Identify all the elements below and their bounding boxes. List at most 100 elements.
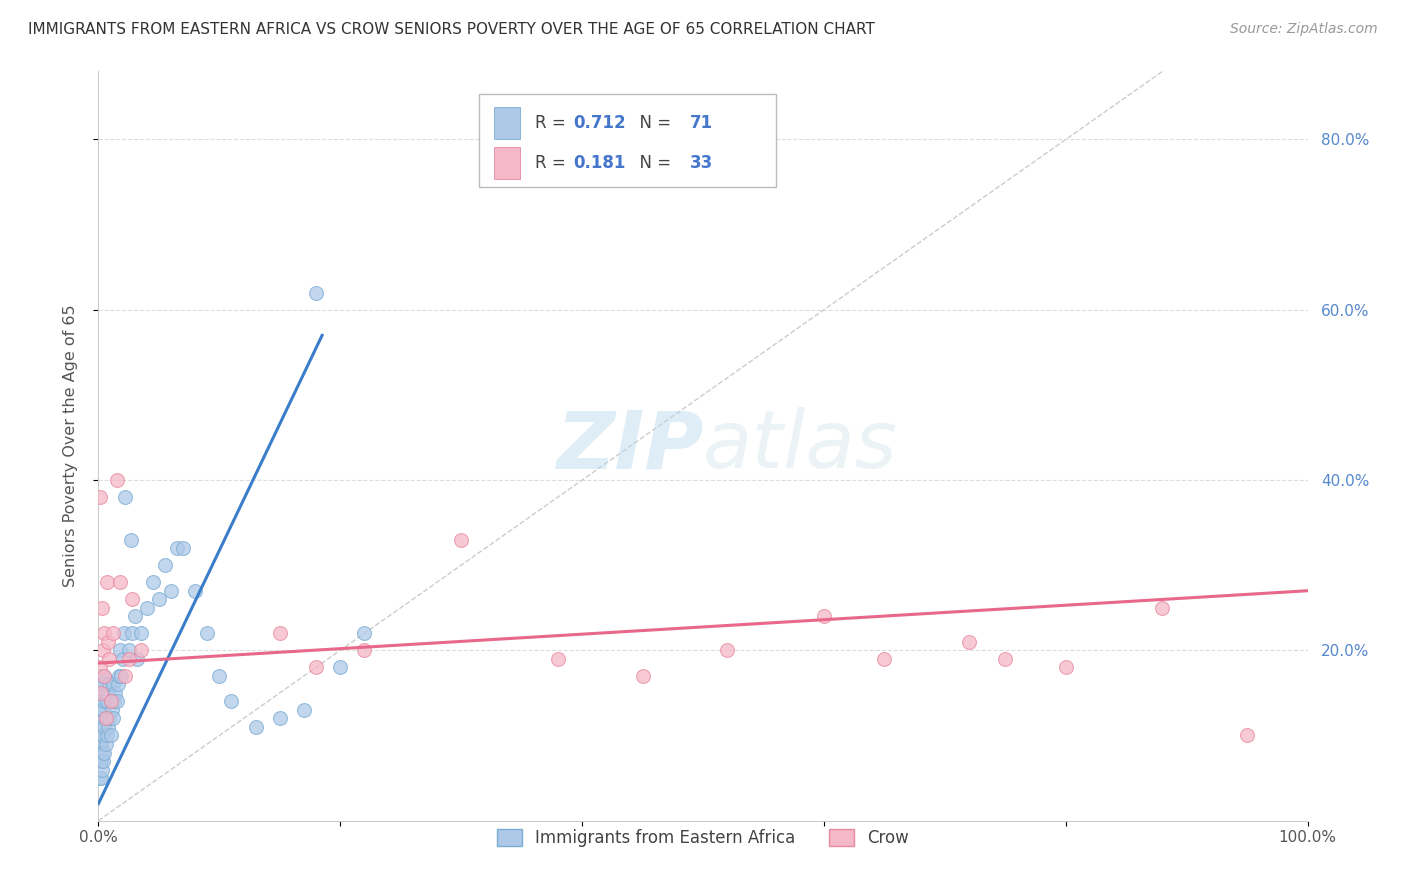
Point (94, 711, 117, 725)
Point (118, 652, 141, 666)
Point (127, 652, 149, 666)
Point (1152, 600, 1174, 615)
Point (329, 660, 352, 674)
Point (91, 703, 114, 717)
Point (129, 626, 152, 640)
Point (450, 533, 472, 547)
Point (957, 635, 980, 649)
Y-axis label: Seniors Poverty Over the Age of 65: Seniors Poverty Over the Age of 65 (63, 305, 77, 587)
Point (91, 729, 114, 743)
Point (100, 694, 122, 708)
Text: R =: R = (534, 153, 571, 172)
Point (91, 643, 114, 657)
Point (93, 720, 115, 734)
Point (108, 669, 131, 683)
Point (873, 652, 896, 666)
Point (813, 609, 835, 624)
Point (97, 686, 120, 700)
Point (108, 643, 131, 657)
Point (100, 694, 122, 708)
Point (105, 694, 128, 708)
Point (90, 694, 112, 708)
Text: 71: 71 (690, 114, 713, 132)
Point (91, 746, 114, 760)
Point (208, 669, 231, 683)
Point (91, 703, 114, 717)
Point (353, 643, 375, 657)
Text: 0.712: 0.712 (574, 114, 626, 132)
Point (98, 711, 121, 725)
Point (89, 711, 111, 725)
Point (547, 652, 569, 666)
Point (124, 609, 146, 624)
Point (1054, 660, 1077, 674)
Point (105, 473, 128, 487)
Text: Source: ZipAtlas.com: Source: ZipAtlas.com (1230, 22, 1378, 37)
Point (93, 694, 115, 708)
Point (631, 669, 654, 683)
Point (98, 652, 121, 666)
Point (195, 626, 218, 640)
Text: 0.181: 0.181 (574, 153, 626, 172)
Point (94, 737, 117, 751)
Point (98, 677, 121, 691)
Point (107, 677, 129, 691)
Point (221, 694, 243, 708)
Point (111, 652, 134, 666)
Point (353, 626, 375, 640)
Legend: Immigrants from Eastern Africa, Crow: Immigrants from Eastern Africa, Crow (491, 822, 915, 854)
Point (121, 626, 143, 640)
Point (97, 635, 120, 649)
FancyBboxPatch shape (494, 147, 520, 178)
Text: atlas: atlas (703, 407, 898, 485)
Text: 33: 33 (690, 153, 713, 172)
Text: IMMIGRANTS FROM EASTERN AFRICA VS CROW SENIORS POVERTY OVER THE AGE OF 65 CORREL: IMMIGRANTS FROM EASTERN AFRICA VS CROW S… (28, 22, 875, 37)
Point (97, 720, 120, 734)
Point (101, 626, 124, 640)
Point (89, 660, 111, 674)
Point (101, 711, 124, 725)
Text: N =: N = (630, 114, 676, 132)
Point (142, 575, 165, 590)
Point (110, 669, 132, 683)
Point (90, 737, 112, 751)
Point (96, 729, 118, 743)
Point (96, 575, 118, 590)
Point (1236, 729, 1258, 743)
Point (108, 575, 131, 590)
Point (166, 541, 188, 556)
Point (112, 626, 135, 640)
Point (716, 643, 738, 657)
Text: ZIP: ZIP (555, 407, 703, 485)
Text: N =: N = (630, 153, 676, 172)
Point (305, 660, 328, 674)
Point (89, 737, 111, 751)
Point (91, 763, 114, 777)
Point (104, 686, 127, 700)
Point (153, 558, 176, 573)
Point (91, 677, 114, 691)
Point (93, 746, 115, 760)
Point (96, 694, 118, 708)
Point (93, 626, 115, 640)
Point (118, 643, 141, 657)
Text: R =: R = (534, 114, 571, 132)
Point (172, 541, 194, 556)
Point (100, 703, 122, 717)
Point (103, 694, 125, 708)
FancyBboxPatch shape (479, 94, 776, 187)
Point (90, 720, 112, 734)
Point (89, 754, 111, 768)
Point (93, 669, 115, 683)
Point (90, 669, 112, 683)
Point (90, 754, 112, 768)
Point (91, 677, 114, 691)
Point (292, 703, 315, 717)
Point (269, 626, 291, 640)
Point (305, 285, 328, 300)
Point (184, 583, 207, 598)
Point (994, 652, 1017, 666)
Point (135, 600, 157, 615)
Point (129, 643, 152, 657)
Point (89, 694, 111, 708)
